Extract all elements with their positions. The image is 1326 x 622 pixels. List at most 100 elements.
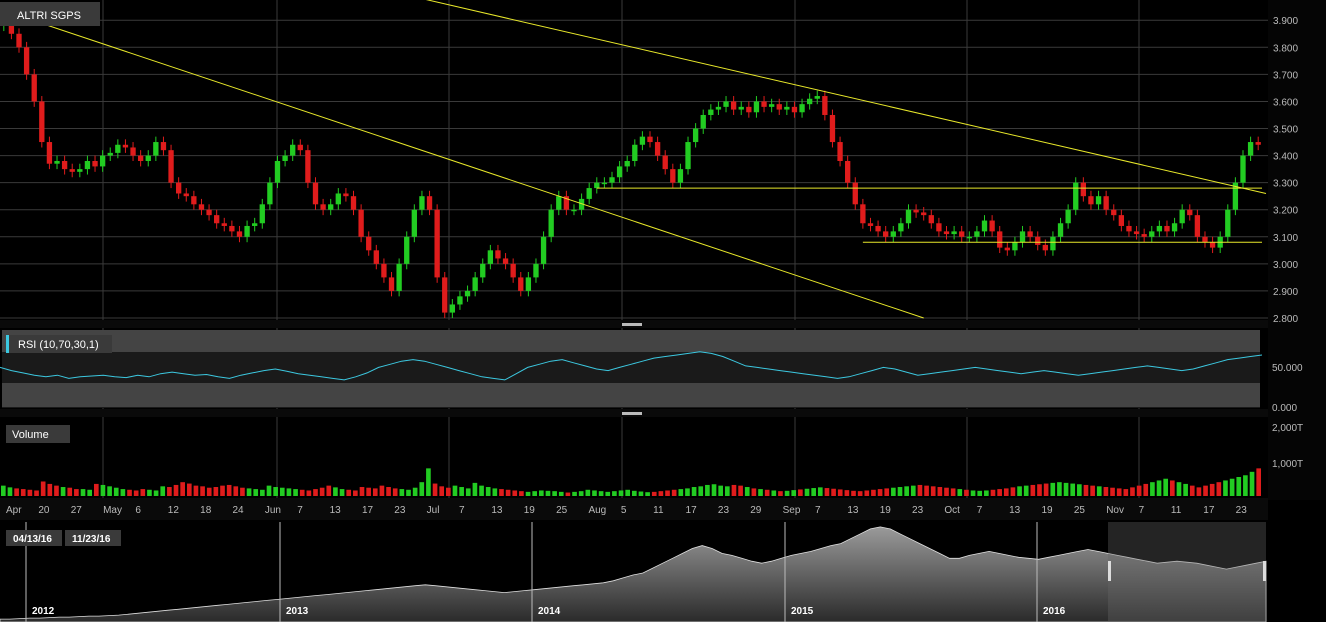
- x-axis-label: 25: [556, 505, 568, 516]
- navigator-year-label: 2015: [791, 606, 814, 617]
- candle-body: [1019, 231, 1026, 243]
- x-axis-background: [0, 498, 1268, 520]
- volume-bar: [40, 481, 46, 496]
- volume-bar: [333, 487, 338, 496]
- candle-body: [343, 193, 349, 197]
- candle-body: [457, 296, 463, 305]
- volume-bar: [339, 489, 345, 496]
- volume-bar: [1037, 484, 1042, 496]
- x-axis-label: 11: [653, 505, 664, 516]
- volume-bar: [273, 487, 278, 496]
- navigator-selection[interactable]: [1108, 522, 1266, 622]
- candle-body: [267, 182, 273, 205]
- volume-bar: [439, 486, 445, 496]
- volume-bar: [631, 490, 637, 496]
- volume-bar: [140, 489, 146, 496]
- candle-body: [335, 193, 341, 205]
- candle-body: [328, 204, 334, 210]
- x-axis-label: 6: [135, 505, 141, 516]
- navigator-handle-left[interactable]: [1108, 561, 1111, 581]
- volume-bar: [977, 490, 983, 496]
- candle-body: [1103, 196, 1109, 210]
- date-from[interactable]: 04/13/16: [13, 534, 52, 545]
- volume-bar: [738, 485, 743, 496]
- candle-body: [1050, 236, 1056, 251]
- volume-bar: [851, 490, 856, 496]
- x-axis-label: 19: [524, 505, 536, 516]
- price-tick-label: 3.900: [1273, 16, 1298, 27]
- candle-body: [556, 196, 562, 210]
- candle-body: [829, 114, 836, 143]
- navigator-handle-right[interactable]: [1263, 561, 1266, 581]
- candle-body: [297, 144, 303, 151]
- volume-bar: [260, 489, 265, 496]
- date-to[interactable]: 11/23/16: [72, 534, 111, 545]
- x-axis-label: 27: [71, 505, 83, 516]
- candle-body: [1042, 244, 1048, 251]
- candle-body: [890, 231, 896, 237]
- candle-body: [16, 33, 22, 48]
- volume-bar: [831, 488, 836, 496]
- volume-bar: [505, 489, 511, 496]
- x-axis-label: 18: [200, 505, 212, 516]
- volume-bar: [532, 491, 538, 496]
- candle-body: [1126, 225, 1132, 232]
- rsi-label-accent: [6, 335, 9, 353]
- volume-bar: [665, 490, 670, 496]
- price-rsi-resize-handle[interactable]: [622, 323, 642, 326]
- candle-body: [358, 209, 364, 237]
- candle-body: [236, 231, 243, 237]
- navigator-year-label: 2016: [1043, 606, 1066, 617]
- volume-bar: [412, 487, 418, 496]
- volume-bar: [1156, 480, 1162, 496]
- volume-bar: [54, 485, 59, 496]
- volume-bar: [499, 489, 504, 496]
- volume-bar: [711, 484, 717, 496]
- volume-bar: [625, 489, 631, 496]
- candle-body: [784, 106, 790, 110]
- date-to-box[interactable]: [65, 530, 121, 546]
- price-tick-label: 3.100: [1273, 233, 1298, 244]
- candle-body: [837, 142, 843, 161]
- date-from-box[interactable]: [6, 530, 62, 546]
- candle-body: [989, 220, 995, 232]
- x-axis-label: Jun: [265, 505, 281, 516]
- candle-body: [1225, 209, 1231, 237]
- candle-body: [274, 161, 281, 183]
- rsi-volume-resize-handle[interactable]: [622, 412, 642, 415]
- candle-body: [388, 277, 395, 291]
- volume-bar: [984, 490, 989, 496]
- candle-body: [1202, 236, 1208, 243]
- candle-body: [61, 161, 68, 170]
- volume-bar: [1196, 487, 1202, 496]
- volume-bar: [1150, 482, 1155, 496]
- volume-bar: [545, 490, 551, 496]
- volume-bar: [784, 490, 790, 496]
- volume-bar: [758, 489, 763, 496]
- candle-body: [411, 209, 417, 237]
- symbol-label-box: [0, 2, 100, 26]
- candle-body: [1088, 196, 1094, 205]
- navigator[interactable]: 2012 2013 2014 2015 2016 04/13/16 11/23/16: [0, 522, 1326, 622]
- candle-body: [677, 169, 684, 183]
- volume-bar: [1010, 487, 1016, 496]
- candle-body: [761, 101, 767, 107]
- candle-body: [312, 182, 319, 205]
- candle-body: [442, 277, 448, 313]
- volume-bar: [572, 491, 577, 496]
- volume-bar: [173, 484, 179, 496]
- price-y-axis: 3.900 3.800 3.700 3.600 3.500 3.400 3.300 3.200…: [1273, 16, 1298, 325]
- volume-bar: [353, 490, 358, 496]
- candle-body: [495, 250, 501, 259]
- price-tick-label: 3.000: [1273, 260, 1298, 271]
- navigator-year-label: 2013: [286, 606, 309, 617]
- volume-bar: [1183, 483, 1188, 496]
- volume-bar: [950, 488, 956, 496]
- volume-bar: [897, 487, 903, 496]
- volume-bar: [871, 489, 876, 496]
- volume-bar: [804, 488, 810, 496]
- candle-body: [107, 152, 113, 156]
- candle-body: [320, 204, 326, 210]
- volume-bar: [791, 490, 797, 496]
- axis-background: [1268, 0, 1326, 500]
